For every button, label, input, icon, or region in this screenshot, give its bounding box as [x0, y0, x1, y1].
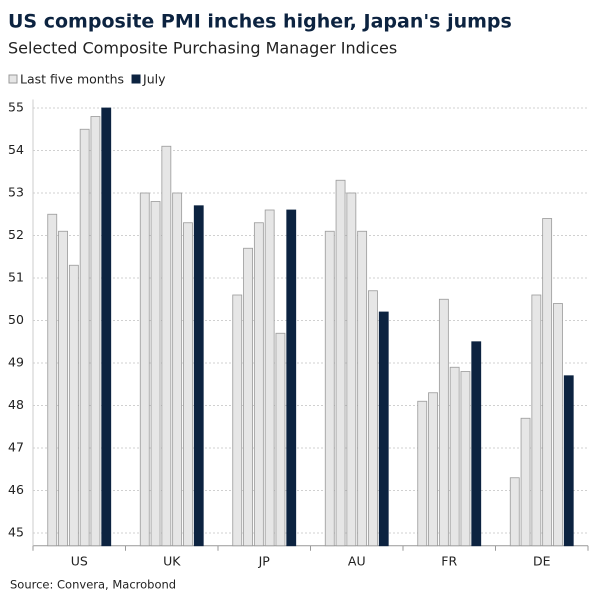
x-tick-label: US	[71, 553, 88, 568]
bar	[58, 230, 68, 547]
y-tick-label: 50	[8, 312, 24, 327]
bar	[357, 230, 368, 547]
bar	[193, 205, 204, 547]
bar	[324, 230, 335, 547]
bar	[90, 116, 101, 547]
bar	[542, 218, 553, 547]
y-tick-label: 47	[8, 440, 24, 455]
bar	[139, 192, 150, 547]
bar	[101, 107, 112, 547]
y-tick-label: 49	[8, 355, 24, 370]
bar	[150, 201, 161, 547]
bar	[79, 128, 90, 547]
source: Source: Convera, Macrobond	[10, 578, 176, 592]
bar	[264, 209, 275, 547]
legend-label: July	[142, 72, 166, 87]
bar	[520, 417, 531, 547]
bar	[428, 392, 438, 547]
bar	[286, 209, 297, 547]
x-tick-label: JP	[258, 553, 271, 568]
bar	[68, 264, 79, 547]
bar	[460, 371, 471, 547]
bar	[531, 294, 542, 547]
bar	[183, 222, 193, 547]
legend-label: Last five months	[20, 72, 124, 87]
bar	[172, 192, 183, 547]
bar	[253, 222, 264, 547]
bar	[417, 400, 428, 547]
y-tick-label: 45	[8, 525, 24, 540]
x-tick-label: UK	[163, 553, 181, 568]
bar	[509, 477, 520, 547]
y-tick-label: 54	[8, 142, 24, 157]
y-tick-label: 46	[8, 482, 24, 497]
bar	[471, 341, 482, 547]
bar	[563, 375, 574, 547]
bar	[161, 145, 172, 547]
bar	[335, 179, 346, 547]
y-tick-label: 53	[8, 185, 24, 200]
bar	[47, 213, 58, 547]
bar	[275, 332, 286, 547]
bar	[243, 247, 253, 547]
y-tick-label: 48	[8, 397, 24, 412]
y-tick-label: 52	[8, 227, 24, 242]
bar	[232, 294, 243, 547]
bar	[438, 298, 449, 547]
x-tick-label: DE	[533, 553, 551, 568]
x-tick-label: FR	[441, 553, 457, 568]
bar	[553, 303, 563, 547]
bar	[368, 290, 378, 547]
bar	[378, 311, 389, 547]
bar	[346, 192, 357, 547]
legend-swatch	[8, 74, 18, 84]
bar	[449, 366, 460, 547]
y-tick-label: 51	[8, 270, 24, 285]
chart-subtitle: Selected Composite Purchasing Manager In…	[8, 39, 397, 58]
legend-swatch	[131, 74, 141, 84]
y-tick-label: 55	[8, 100, 24, 115]
x-tick-label: AU	[348, 553, 366, 568]
chart-title: US composite PMI inches higher, Japan's …	[8, 11, 512, 33]
